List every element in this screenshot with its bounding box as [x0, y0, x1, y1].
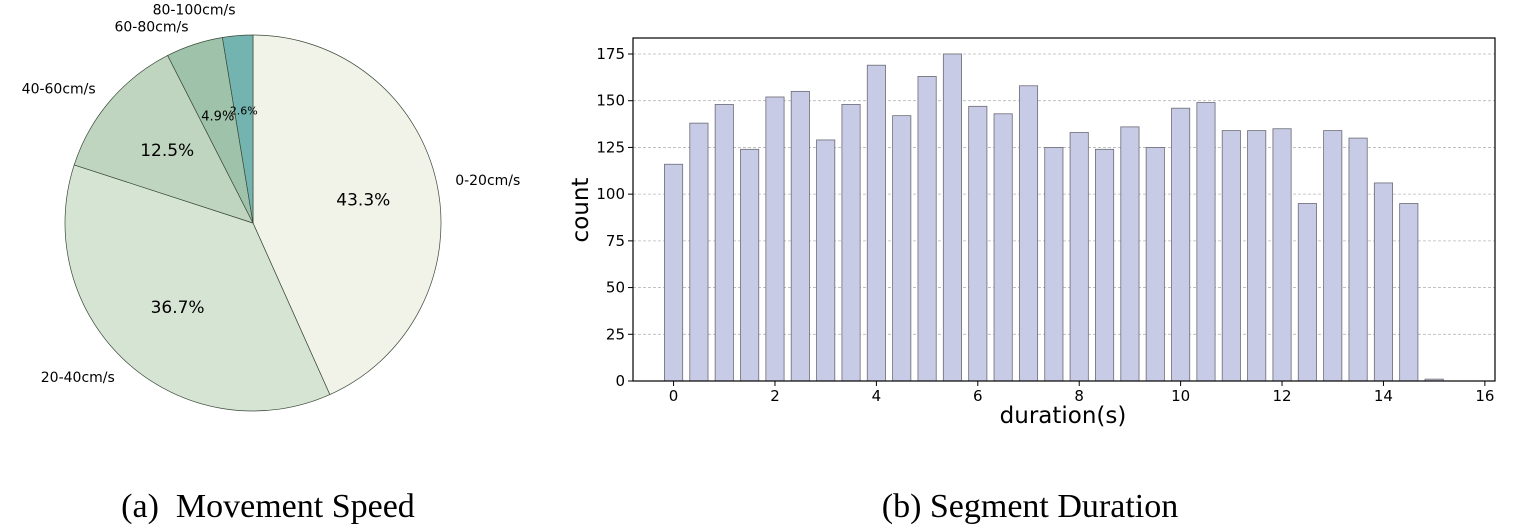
bar: [1171, 107, 1191, 382]
bar-caption: (b) Segment Duration: [882, 488, 1179, 525]
y-tick-label: 125: [596, 138, 625, 156]
pie-category-label: 60-80cm/s: [114, 20, 188, 36]
bar: [1399, 203, 1419, 382]
bar: [968, 105, 988, 382]
x-tick-label: 6: [973, 387, 983, 405]
pie-slice: [64, 164, 331, 412]
bar: [689, 122, 709, 382]
pie-category-label: 0-20cm/s: [455, 173, 520, 189]
x-tick-label: 0: [669, 387, 679, 405]
y-tick-label: 25: [606, 325, 625, 343]
x-tick-label: 14: [1374, 387, 1393, 405]
pie-category-label: 80-100cm/s: [153, 2, 236, 18]
pie-chart: 43.3% 0-20cm/s 36.7% 20-40cm/s 12.5% 40-60cm/…: [22, 2, 520, 412]
pie-percent-label: 43.3%: [336, 191, 390, 211]
x-tick-label: 2: [770, 387, 780, 405]
bar: [1018, 85, 1039, 382]
y-tick-label: 175: [596, 45, 625, 63]
pie-percent-label: 36.7%: [151, 298, 205, 318]
pie-percent-label: 2.6%: [230, 105, 258, 118]
bar: [841, 104, 861, 382]
bar: [765, 96, 785, 382]
bar: [942, 53, 962, 382]
bar: [1221, 130, 1241, 382]
bar-plot-frame: [632, 37, 1496, 382]
bar: [1069, 132, 1089, 382]
pie-slice: [73, 55, 254, 224]
bar: [714, 104, 734, 382]
bar: [816, 139, 836, 382]
bar: [1196, 102, 1216, 382]
x-tick-label: 10: [1171, 387, 1190, 405]
bar: [866, 64, 886, 382]
bar: [892, 115, 912, 382]
bar-y-axis-label: count: [568, 178, 594, 243]
pie-category-label: 20-40cm/s: [41, 370, 115, 386]
bar: [1145, 147, 1165, 382]
bar: [664, 163, 684, 382]
bar: [1247, 130, 1267, 382]
bar: [993, 113, 1013, 382]
y-tick-label: 0: [615, 372, 625, 390]
pie-slice: [252, 34, 442, 396]
pie-slice: [222, 34, 254, 224]
bar: [1120, 126, 1140, 382]
pie-category-label: 40-60cm/s: [22, 82, 96, 98]
bar: [1373, 182, 1393, 382]
y-tick-label: 50: [606, 279, 625, 297]
bar: [1297, 203, 1317, 382]
x-tick-label: 8: [1074, 387, 1084, 405]
pie-percent-label: 12.5%: [140, 141, 194, 161]
y-tick-label: 75: [606, 232, 625, 250]
x-tick-label: 16: [1475, 387, 1494, 405]
x-tick-label: 12: [1272, 387, 1291, 405]
bar-x-axis-label: duration(s): [1000, 403, 1127, 429]
y-tick-label: 150: [596, 92, 625, 110]
y-tick-label: 100: [596, 185, 625, 203]
pie-caption: (a) Movement Speed: [121, 488, 415, 525]
bar-chart: 0 2 4 6 8 10 12 14 16 0 25 50 75 100 125 150 175: [596, 37, 1496, 405]
bar: [1348, 137, 1368, 382]
bar: [790, 90, 810, 382]
bar: [917, 76, 937, 382]
x-tick-label: 4: [872, 387, 882, 405]
bar: [1044, 147, 1064, 382]
bar: [1272, 128, 1292, 382]
bar: [1095, 148, 1115, 382]
pie-percent-label: 4.9%: [201, 110, 234, 125]
bar: [740, 148, 760, 382]
bar: [1323, 130, 1343, 382]
